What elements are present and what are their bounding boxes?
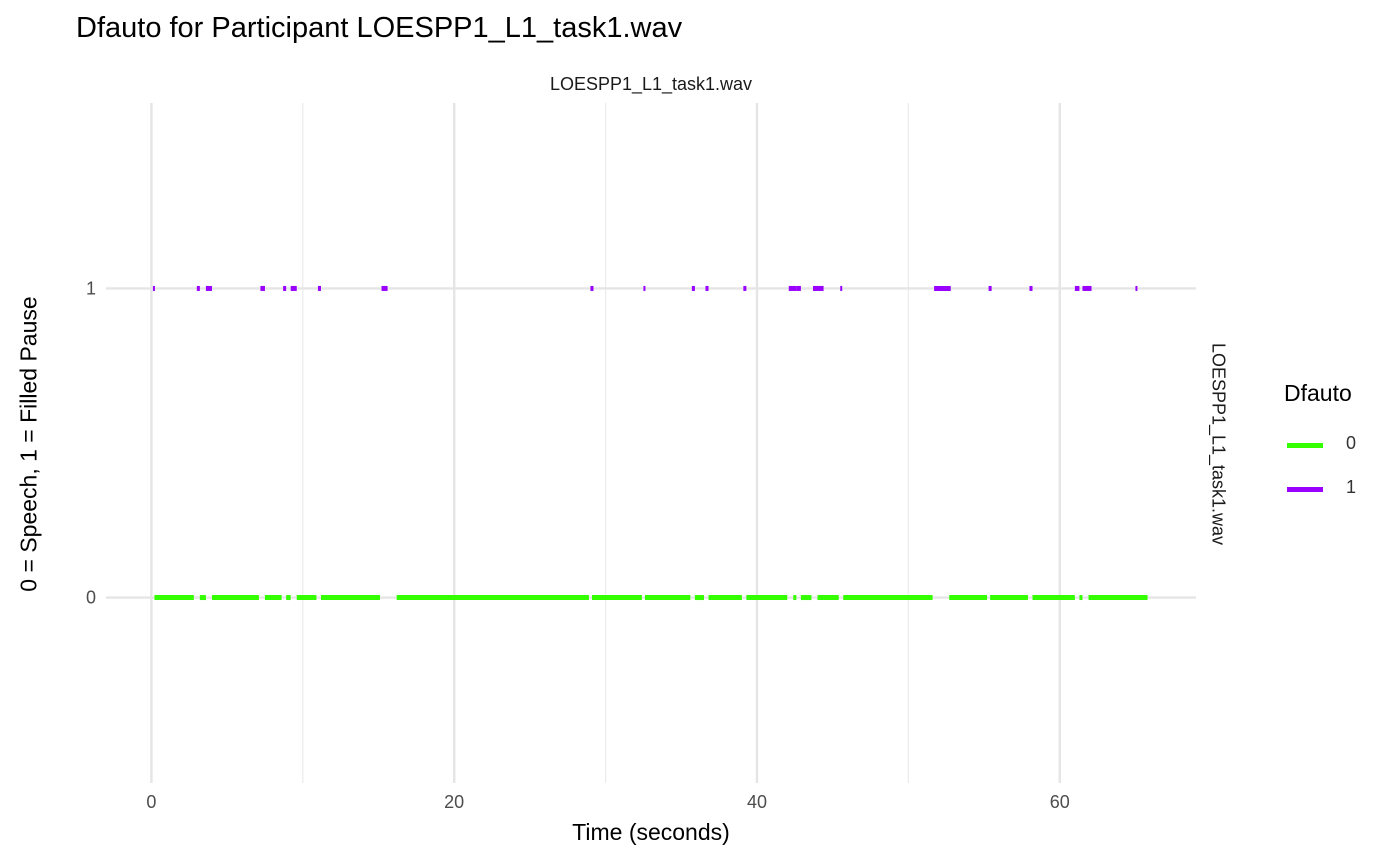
legend-item-0: 0 <box>1284 433 1356 479</box>
legend-title: Dfauto <box>1284 380 1352 406</box>
x-tick-label: 40 <box>747 792 767 812</box>
data-layer <box>152 285 1148 601</box>
y-tick-label: 1 <box>86 278 96 298</box>
legend-key-0 <box>1287 443 1323 448</box>
legend: Dfauto 0 1 <box>1284 380 1356 523</box>
facet-strip-top: LOESPP1_L1_task1.wav <box>549 74 753 94</box>
x-tick-label: 20 <box>444 792 464 812</box>
facet-strip-right: LOESPP1_L1_task1.wav <box>1208 342 1229 546</box>
grid-layer <box>106 103 1196 783</box>
x-tick-label: 60 <box>1050 792 1070 812</box>
tick-layer: 0 20 40 60 0 1 <box>86 278 1070 812</box>
legend-label-1: 1 <box>1346 477 1357 497</box>
chart-title: Dfauto for Participant LOESPP1_L1_task1.… <box>76 12 683 44</box>
y-axis-title: 0 = Speech, 1 = Filled Pause <box>15 296 42 592</box>
y-tick-label: 0 <box>86 588 96 608</box>
legend-item-1: 1 <box>1284 477 1356 523</box>
x-axis-title: Time (seconds) <box>572 819 730 845</box>
x-tick-label: 0 <box>146 792 156 812</box>
legend-label-0: 0 <box>1346 433 1357 453</box>
legend-key-1 <box>1287 487 1323 492</box>
